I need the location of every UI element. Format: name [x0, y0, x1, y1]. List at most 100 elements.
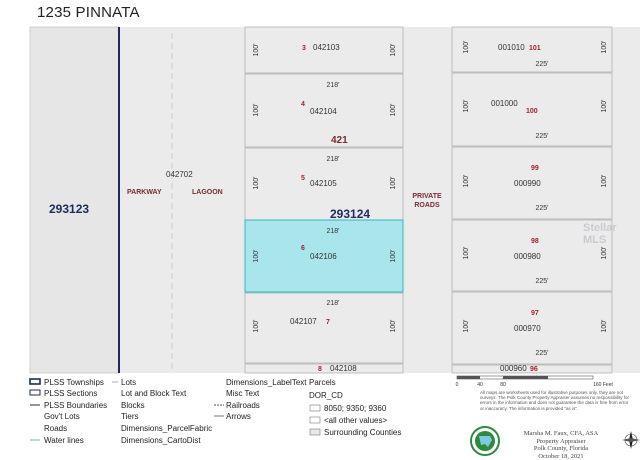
section-label-right: 293124 [330, 207, 370, 221]
lot-5-depth-dim-left: 100' [253, 176, 260, 189]
parcel-id-042107: 042107 [290, 317, 317, 326]
lot-number-6: 6 [301, 245, 305, 252]
lot-3-depth-dim-left: 100' [253, 43, 260, 56]
property-appraiser-logo [470, 426, 500, 456]
parcel-id-000970: 000970 [514, 324, 541, 333]
lot-96-parcel[interactable] [451, 364, 613, 374]
lot-7-depth-dim-left: 100' [253, 319, 260, 332]
legend-dimensions-cartodist: Dimensions_CartoDist [121, 436, 201, 445]
scale-tick-80: 80 [500, 382, 506, 388]
lot-99-parcel[interactable] [451, 146, 613, 220]
street-label-parkway: PARKWAY [127, 189, 162, 196]
legend-dor-swatch-3 [309, 428, 321, 436]
lot-98-width-dim: 225' [535, 278, 548, 285]
legend-dor-swatch-2 [309, 416, 321, 424]
parcel-id-042104: 042104 [310, 107, 337, 116]
left-lot-labels: 3 042103 100' 100' 4 042104 218' 100' 100' 5 04210… [253, 43, 397, 373]
lot-100-parcel[interactable] [451, 72, 613, 147]
lot-6-parcel-highlighted[interactable] [244, 219, 404, 293]
block-label-421: 421 [331, 135, 348, 146]
lot-6-depth-dim-right: 100' [390, 249, 397, 262]
legend-arrows: Arrows [226, 412, 251, 421]
parcel-id-000960: 000960 [500, 364, 527, 373]
lot-100-depth-dim-right: 100' [601, 99, 608, 112]
lot-100-width-dim: 225' [535, 133, 548, 140]
left-block [244, 26, 404, 374]
lot-98-parcel[interactable] [451, 219, 613, 292]
section-label-left: 293123 [49, 202, 89, 216]
legend-lots: Lots [121, 378, 136, 387]
legend-lot-block-text: Lot and Block Text [121, 389, 187, 398]
lot-number-3: 3 [302, 45, 306, 52]
parcel-id-042103: 042103 [313, 43, 340, 52]
legend-plss-townships: PLSS Townships [44, 378, 104, 387]
legend-roads: Roads [44, 424, 67, 433]
legend-dor-item-1: 8050; 9350; 9360 [324, 404, 387, 413]
credit-line-1: Marsha M. Faux, CFA, ASA [523, 430, 599, 437]
legend-plss-boundaries: PLSS Boundaries [44, 401, 107, 410]
lot-number-8: 8 [318, 366, 322, 373]
legend-misc-text: Misc Text [226, 389, 260, 398]
legend-township-swatch [29, 378, 41, 385]
lot-6-depth-dim-left: 100' [253, 249, 260, 262]
lot-98-depth-dim-right: 100' [601, 246, 608, 259]
lot-number-100: 100 [526, 108, 538, 115]
lot-97-parcel[interactable] [451, 291, 613, 365]
lot-6-width-dim: 218' [326, 228, 339, 235]
lot-97-depth-dim-right: 100' [601, 319, 608, 332]
legend-govt-lots: Gov't Lots [44, 412, 80, 421]
credit-line-3: Polk County, Florida [533, 445, 589, 452]
lot-5-depth-dim-right: 100' [390, 176, 397, 189]
legend: PLSS Townships PLSS Sections PLSS Bounda… [29, 378, 401, 445]
stellar-mls-watermark: Stellar MLS [583, 222, 617, 246]
parcel-id-042106: 042106 [310, 252, 337, 261]
parcel-id-042105: 042105 [310, 179, 337, 188]
lot-number-99: 99 [531, 165, 539, 172]
scale-tick-0: 0 [456, 382, 459, 388]
lot-101-depth-dim-right: 100' [601, 40, 608, 53]
lot-97-width-dim: 225' [535, 350, 548, 357]
north-arrow-icon [622, 431, 640, 449]
scale-tick-160: 160 Feet [593, 382, 613, 388]
lot-100-depth-dim-left: 100' [463, 99, 470, 112]
scale-bar: 0 40 80 160 Feet [456, 375, 613, 388]
lot-7-depth-dim-right: 100' [390, 319, 397, 332]
credit-line-4: October 18, 2021 [538, 452, 584, 460]
lot-7-parcel[interactable] [244, 292, 404, 364]
lot-4-depth-dim-left: 100' [253, 103, 260, 116]
lot-99-depth-dim-right: 100' [601, 174, 608, 187]
lot-number-101: 101 [529, 45, 541, 52]
parcel-id-000990: 000990 [514, 179, 541, 188]
lot-8-parcel[interactable] [244, 363, 404, 374]
lot-number-5: 5 [301, 175, 305, 182]
legend-section-swatch [29, 389, 41, 396]
section-block-left [29, 26, 120, 374]
legend-dimensions-labeltext: Dimensions_LabelText [226, 378, 307, 387]
parcel-label-042702: 042702 [166, 170, 193, 179]
right-block [451, 26, 613, 374]
lot-number-96: 96 [530, 366, 538, 373]
lot-101-width-dim: 225' [535, 61, 548, 68]
legend-tiers: Tiers [121, 412, 138, 421]
lot-3-depth-dim-right: 100' [390, 43, 397, 56]
legend-plss-sections: PLSS Sections [44, 389, 97, 398]
lot-5-parcel[interactable] [244, 147, 404, 221]
credit-line-2: Property Appraiser [536, 437, 586, 445]
lot-101-parcel[interactable] [451, 26, 613, 73]
parcel-id-000980: 000980 [514, 252, 541, 261]
lot-number-97: 97 [531, 310, 539, 317]
lot-99-depth-dim-left: 100' [463, 174, 470, 187]
lot-4-parcel[interactable] [244, 73, 404, 148]
legend-parcels-title: Parcels [309, 378, 336, 387]
page-title: 1235 PINNATA [37, 4, 140, 21]
lot-4-depth-dim-right: 100' [390, 103, 397, 116]
legend-blocks: Blocks [121, 401, 145, 410]
lot-3-parcel[interactable] [244, 26, 404, 74]
lot-98-depth-dim-left: 100' [463, 246, 470, 259]
parcel-id-042108: 042108 [330, 364, 357, 373]
parcel-id-001010: 001010 [498, 43, 525, 52]
lot-7-width-dim: 218' [326, 300, 339, 307]
street-label-private-roads: PRIVATE ROADS [412, 193, 442, 209]
disclaimer-text: All maps are worksheets used for illustr… [480, 390, 629, 411]
parcel-id-001000: 001000 [491, 99, 518, 108]
